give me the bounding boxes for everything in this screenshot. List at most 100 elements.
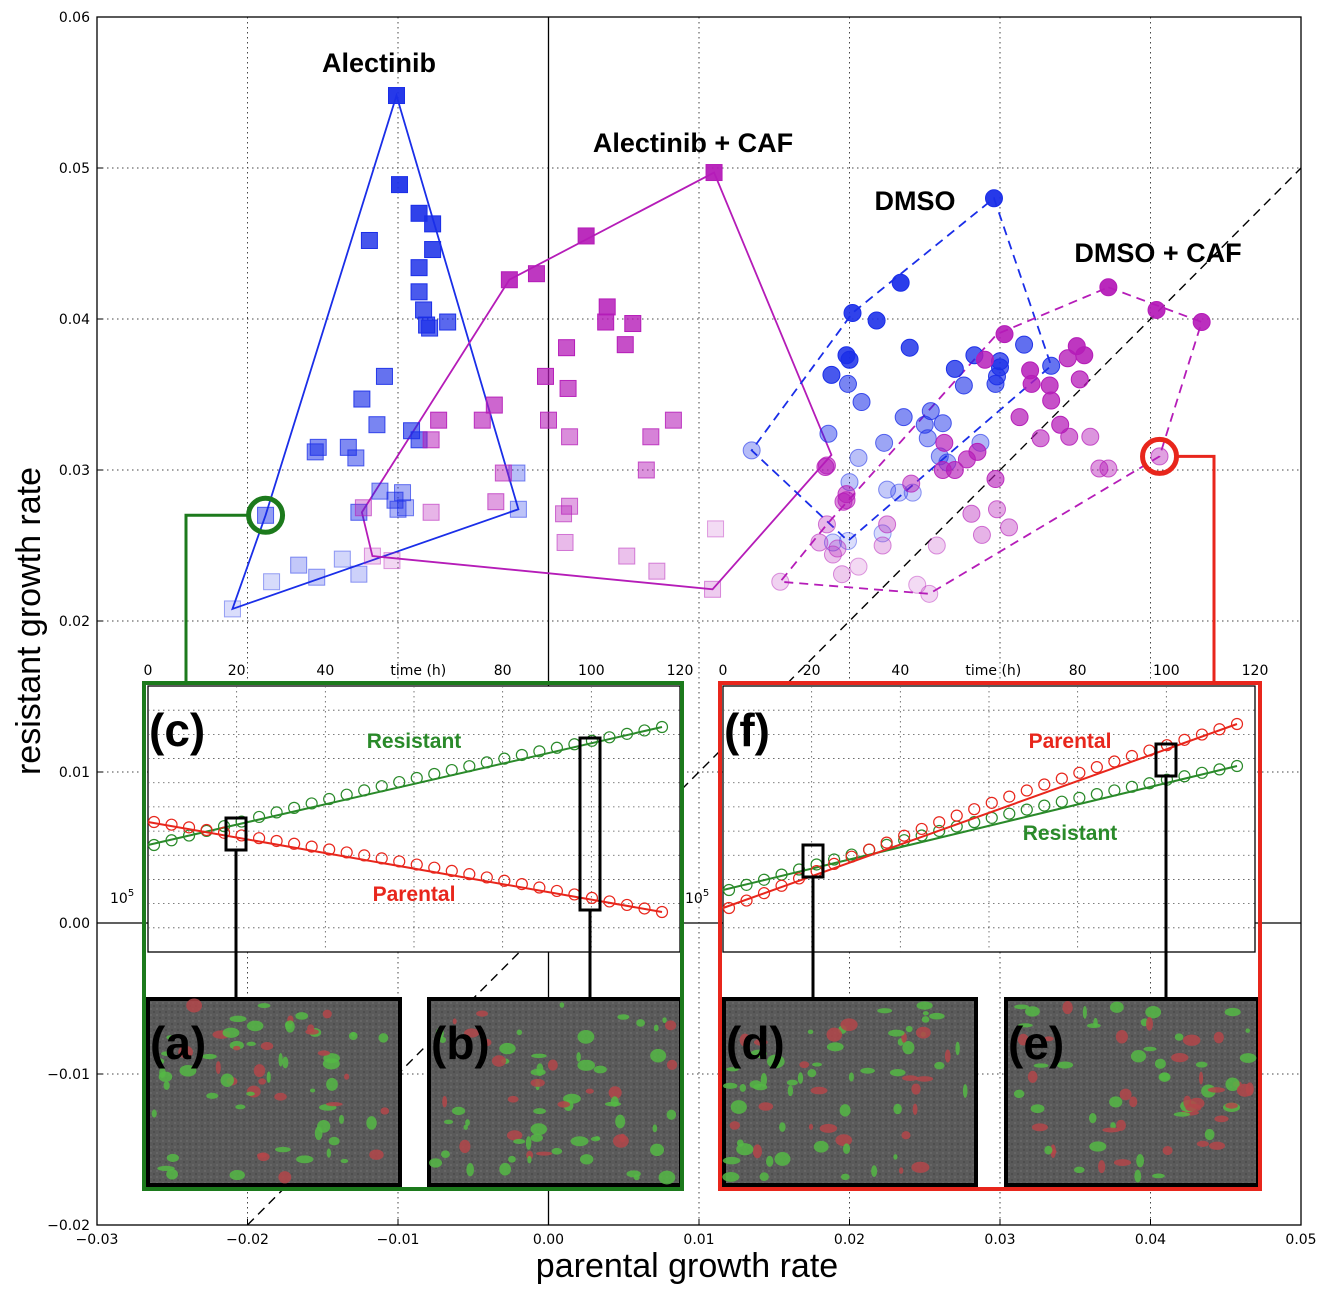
cell-blob <box>905 1025 913 1033</box>
inset-data-point <box>428 861 441 874</box>
panel-label-b: (b) <box>431 1017 490 1069</box>
panel-label-f: (f) <box>724 704 770 756</box>
cell-blob <box>722 1172 740 1182</box>
cell-blob <box>322 1009 332 1019</box>
cell-blob <box>1089 1141 1107 1152</box>
point-circle <box>995 325 1014 344</box>
point-circle <box>1031 429 1050 448</box>
inset-data-point <box>533 881 546 894</box>
cell-blob <box>246 1041 256 1046</box>
cell-blob <box>1115 1030 1128 1044</box>
cell-blob <box>1030 1104 1045 1114</box>
inset-data-point <box>1003 790 1016 803</box>
cell-blob <box>579 1154 594 1165</box>
cell-blob <box>636 1019 645 1027</box>
cell-blob <box>1088 1113 1097 1124</box>
inset-data-point <box>1178 733 1191 746</box>
x-tick-label: −0.02 <box>226 1232 269 1248</box>
inset-data-point <box>410 771 423 785</box>
point-circle <box>1040 376 1059 395</box>
inset-data-point <box>950 809 963 822</box>
group-label-dmso-caf: DMSO + CAF <box>1074 238 1241 268</box>
cell-blob <box>440 1150 450 1159</box>
inset-data-point <box>217 826 231 839</box>
point-circle <box>849 557 868 576</box>
cell-blob <box>206 1092 219 1099</box>
inset-data-point <box>340 846 353 859</box>
point-square <box>536 367 554 385</box>
cell-blob <box>1113 1159 1132 1167</box>
cell-blob <box>380 1107 390 1115</box>
point-circle <box>817 456 836 475</box>
inset-data-point <box>305 797 318 810</box>
y-tick-label: 0.04 <box>59 312 90 328</box>
panel-label-e: (e) <box>1008 1017 1064 1069</box>
point-circle <box>822 365 841 384</box>
cell-blob <box>774 1152 791 1166</box>
cell-blob <box>340 1158 349 1164</box>
point-circle <box>1192 313 1211 332</box>
point-square <box>397 499 415 517</box>
cell-blob <box>1056 1061 1074 1069</box>
point-square <box>347 449 365 467</box>
inset-data-point <box>1108 784 1121 797</box>
point-square <box>664 411 682 429</box>
cell-blob <box>317 1120 331 1133</box>
cell-blob <box>1225 1102 1238 1109</box>
point-circle <box>1090 459 1109 478</box>
point-square <box>422 503 440 521</box>
point-circle <box>902 474 921 493</box>
cell-blob <box>915 1076 934 1082</box>
cell-blob <box>442 1095 448 1108</box>
cell-blob <box>860 1067 875 1074</box>
cell-blob <box>278 1171 292 1184</box>
point-square <box>705 164 723 182</box>
point-square <box>707 520 725 538</box>
panel-label-c: (c) <box>149 704 205 756</box>
cell-blob <box>428 1158 443 1168</box>
cell-blob <box>257 1003 271 1009</box>
point-circle <box>945 359 964 378</box>
group-label-dmso: DMSO <box>875 186 956 216</box>
point-square <box>371 482 389 500</box>
cell-blob <box>1130 1050 1147 1063</box>
cell-blob <box>533 1108 546 1115</box>
inset-data-point <box>270 834 283 848</box>
cell-blob <box>465 1119 470 1126</box>
inset-data-point <box>375 852 388 865</box>
point-square <box>540 411 557 429</box>
cell-blob <box>650 1143 665 1157</box>
cell-blob <box>842 1143 851 1155</box>
inset-data-point <box>1125 780 1138 793</box>
cell-blob <box>739 1033 751 1047</box>
point-circle <box>1060 427 1079 446</box>
inset-data-point <box>147 838 161 852</box>
cell-blob <box>215 1061 221 1074</box>
cell-blob <box>305 1028 319 1035</box>
inset-data-point <box>638 724 651 737</box>
cell-blob <box>530 1133 543 1142</box>
point-square <box>577 227 595 245</box>
cell-blob <box>893 1154 898 1160</box>
cell-blob <box>1158 1072 1171 1082</box>
cell-blob <box>729 1121 741 1130</box>
cell-blob <box>912 1103 918 1115</box>
point-circle <box>819 424 838 443</box>
point-square <box>223 600 241 618</box>
cell-blob <box>1044 1145 1053 1155</box>
inset-data-point <box>603 731 616 744</box>
inset-data-point <box>1213 723 1226 736</box>
cell-blob <box>759 1172 769 1182</box>
y-tick-label: 0.05 <box>59 161 90 177</box>
inset-data-point <box>165 834 178 847</box>
inset-data-point <box>445 763 458 777</box>
cell-blob <box>1146 1017 1153 1031</box>
cell-blob <box>810 1086 828 1095</box>
cell-blob <box>246 1085 261 1098</box>
point-circle <box>1015 335 1034 354</box>
x-tick-label: 0.03 <box>984 1232 1015 1248</box>
cell-blob <box>826 1027 843 1042</box>
point-circle <box>954 376 973 395</box>
point-circle <box>1058 349 1077 368</box>
group-label-alectinib: Alectinib <box>322 48 436 78</box>
